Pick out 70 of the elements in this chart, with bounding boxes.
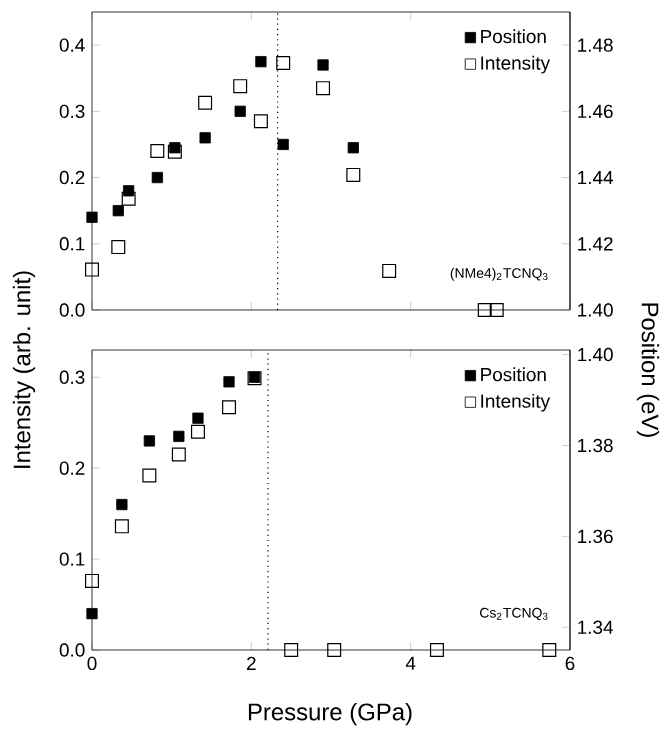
x-tick-label: 4 bbox=[405, 656, 416, 670]
point bbox=[171, 447, 186, 462]
legend-label: Intensity bbox=[481, 55, 551, 74]
point bbox=[85, 573, 99, 588]
point bbox=[121, 191, 136, 206]
point bbox=[277, 138, 289, 151]
y2-tick-label: 1.34 bbox=[578, 620, 613, 634]
point bbox=[276, 55, 291, 70]
y-tick-label: 0.0 bbox=[59, 643, 85, 657]
point bbox=[112, 205, 124, 217]
point bbox=[167, 144, 182, 159]
point bbox=[234, 105, 246, 117]
y2-axis-title: Position (eV) bbox=[636, 303, 660, 437]
point bbox=[86, 608, 98, 620]
x-tick-label: 0 bbox=[87, 656, 97, 671]
point bbox=[316, 81, 331, 96]
y-axis-title: Intensity (arb. unit) bbox=[12, 271, 36, 468]
point bbox=[222, 400, 237, 415]
point bbox=[346, 167, 361, 182]
point bbox=[190, 424, 205, 439]
y-tick-label: 0.1 bbox=[59, 237, 85, 251]
x-tick-label: 2 bbox=[247, 656, 256, 670]
point bbox=[111, 240, 126, 255]
legend-label: Position bbox=[481, 367, 546, 382]
y2-tick-label: 1.40 bbox=[578, 303, 613, 317]
y-tick-label: 0.3 bbox=[59, 370, 85, 384]
legend-label: Position bbox=[481, 29, 546, 44]
point bbox=[116, 498, 128, 511]
x-axis-title: Pressure (GPa) bbox=[248, 702, 412, 726]
point bbox=[142, 468, 157, 483]
point bbox=[317, 59, 329, 71]
point bbox=[85, 262, 99, 277]
legend-label: Intensity bbox=[481, 393, 551, 412]
point bbox=[284, 643, 299, 657]
point bbox=[542, 643, 557, 657]
point bbox=[123, 185, 135, 197]
point bbox=[382, 263, 397, 278]
point bbox=[327, 643, 342, 657]
point bbox=[255, 56, 267, 68]
point bbox=[86, 211, 98, 223]
point bbox=[192, 412, 204, 424]
point bbox=[169, 142, 181, 154]
point bbox=[477, 302, 492, 317]
y-tick-label: 0.2 bbox=[59, 461, 85, 475]
y2-tick-label: 1.44 bbox=[578, 171, 613, 185]
y-tick-label: 0.3 bbox=[59, 104, 85, 119]
y2-tick-label: 1.46 bbox=[578, 104, 613, 119]
point bbox=[173, 430, 185, 442]
y2-tick-label: 1.36 bbox=[578, 529, 613, 544]
point bbox=[114, 519, 129, 534]
point bbox=[233, 79, 248, 94]
point bbox=[429, 643, 444, 657]
point bbox=[347, 142, 359, 154]
y2-tick-label: 1.48 bbox=[578, 38, 613, 52]
x-tick-label: 6 bbox=[565, 656, 575, 671]
point bbox=[143, 435, 155, 447]
point bbox=[199, 132, 211, 144]
y2-tick-label: 1.40 bbox=[578, 347, 613, 362]
point bbox=[223, 376, 235, 388]
point bbox=[151, 171, 163, 184]
point bbox=[253, 114, 268, 129]
y-tick-label: 0.0 bbox=[59, 303, 85, 317]
y2-tick-label: 1.42 bbox=[578, 237, 613, 251]
y-tick-label: 0.1 bbox=[59, 552, 85, 566]
y2-tick-label: 1.38 bbox=[578, 438, 613, 453]
point bbox=[150, 144, 165, 159]
y-tick-label: 0.4 bbox=[59, 38, 85, 52]
point bbox=[198, 95, 213, 110]
y-tick-label: 0.2 bbox=[59, 170, 85, 185]
point bbox=[489, 302, 504, 317]
